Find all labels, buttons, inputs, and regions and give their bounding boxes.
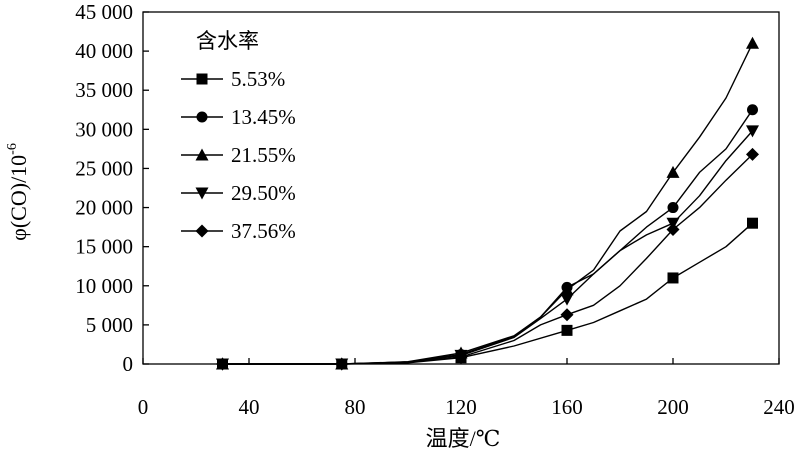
- x-axis-label: 温度/℃: [426, 426, 501, 451]
- y-tick-label: 20 000: [75, 196, 133, 220]
- legend-item: 13.45%: [181, 105, 296, 129]
- svg-text:φ(CO)/10-6: φ(CO)/10-6: [5, 143, 31, 241]
- x-tick-label: 40: [239, 395, 260, 419]
- y-axis-label-text: φ(CO)/10: [6, 155, 31, 241]
- x-tick-label: 80: [345, 395, 366, 419]
- series-line: [222, 109, 754, 365]
- series-line: [222, 222, 753, 365]
- x-tick-label: 120: [445, 395, 477, 419]
- legend-label: 29.50%: [231, 181, 296, 205]
- data-point: [667, 202, 679, 214]
- series-line: [222, 153, 753, 365]
- y-tick-label: 25 000: [75, 156, 133, 180]
- data-point: [560, 283, 574, 296]
- y-tick-label: 0: [123, 352, 134, 376]
- series-5: [216, 147, 759, 371]
- series-2: [217, 104, 758, 370]
- x-tick-label: 240: [763, 395, 795, 419]
- y-axis-label-exponent: -6: [5, 143, 20, 155]
- legend-label: 21.55%: [231, 143, 296, 167]
- y-tick-label: 5 000: [86, 313, 133, 337]
- data-point: [746, 36, 759, 49]
- series-3: [216, 36, 759, 370]
- x-tick-label: 160: [551, 395, 583, 419]
- y-tick-label: 10 000: [75, 274, 133, 298]
- data-point: [666, 165, 680, 178]
- data-point: [561, 324, 573, 336]
- legend-item: 37.56%: [181, 219, 296, 243]
- data-point: [454, 350, 468, 364]
- y-tick-label: 15 000: [75, 235, 133, 259]
- legend-item: 21.55%: [181, 143, 296, 167]
- data-point: [335, 357, 349, 371]
- data-point: [666, 222, 680, 236]
- y-axis-label: φ(CO)/10-6: [5, 143, 31, 241]
- y-tick-label: 40 000: [75, 39, 133, 63]
- data-point: [560, 308, 574, 322]
- series-layer: [216, 36, 759, 371]
- legend-item: 29.50%: [181, 181, 296, 205]
- y-tick-label: 35 000: [75, 78, 133, 102]
- data-point: [560, 293, 574, 306]
- data-point: [667, 272, 679, 284]
- x-tick-label: 200: [657, 395, 689, 419]
- data-point: [746, 125, 759, 138]
- legend-marker: [195, 224, 209, 238]
- axes: 0 40 80 120 160 200 240 0 5 000 10 000 15 000 20 00…: [75, 0, 795, 419]
- data-point: [746, 147, 759, 161]
- legend-marker: [196, 73, 208, 85]
- legend-marker: [195, 148, 209, 161]
- legend-label: 5.53%: [231, 67, 285, 91]
- data-point: [747, 104, 758, 116]
- legend-title: 含水率: [196, 29, 259, 53]
- legend-label: 37.56%: [231, 219, 296, 243]
- data-point: [747, 217, 758, 229]
- series-4: [216, 125, 759, 371]
- data-point: [216, 357, 229, 371]
- legend-marker: [196, 111, 208, 123]
- y-tick-label: 30 000: [75, 117, 133, 141]
- y-tick-label: 45 000: [75, 0, 133, 24]
- x-tick-label: 0: [138, 395, 149, 419]
- legend-label: 13.45%: [231, 105, 296, 129]
- legend-item: 5.53%: [181, 67, 285, 91]
- legend: 含水率 5.53% 13.45% 21.55% 29.50% 37.56%: [181, 29, 296, 243]
- legend-marker: [195, 187, 209, 200]
